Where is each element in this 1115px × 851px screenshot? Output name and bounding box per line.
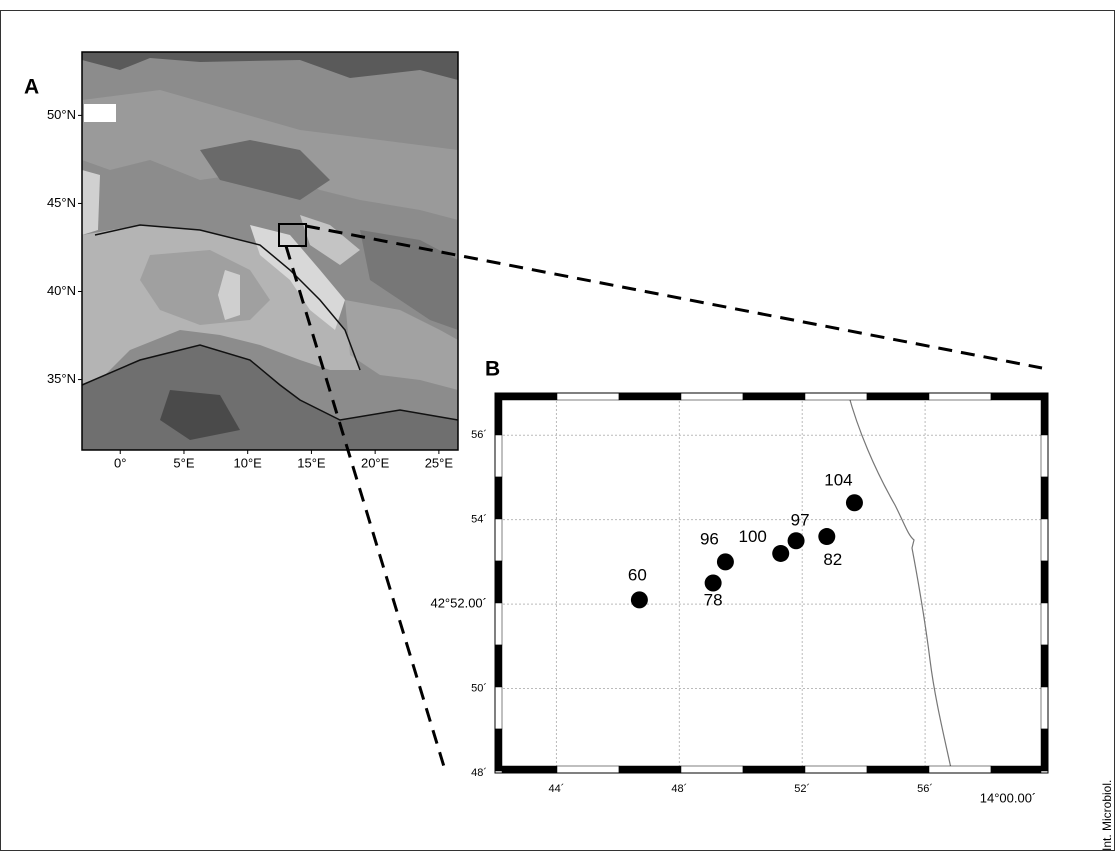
frame-segment xyxy=(681,393,743,400)
frame-segment xyxy=(495,435,502,477)
frame-segment xyxy=(557,766,619,773)
station-label: 60 xyxy=(628,565,647,584)
frame-segment xyxy=(743,393,805,400)
station-label: 97 xyxy=(791,510,810,529)
x-tick-label: 52´ xyxy=(794,783,810,795)
frame-segment xyxy=(743,766,805,773)
frame-segment xyxy=(1041,645,1048,687)
x-tick-label: 0° xyxy=(114,455,126,470)
frame-segment xyxy=(495,393,502,435)
map-a xyxy=(82,52,458,450)
frame-segment xyxy=(495,561,502,603)
x-tick-label: 15°E xyxy=(297,455,326,470)
figure: A B Int. Microbiol. 0° 5°E 10°E 15°E 20°E 25°… xyxy=(0,0,1115,851)
frame-segment xyxy=(867,766,929,773)
station xyxy=(631,591,648,608)
x-tick-label: 48´ xyxy=(671,783,687,795)
frame-segment xyxy=(619,766,681,773)
frame-segment xyxy=(1041,519,1048,561)
frame-segment xyxy=(495,477,502,519)
frame-segment xyxy=(991,393,1048,400)
x-tick-label: 20°E xyxy=(361,455,390,470)
frame-segment xyxy=(929,393,991,400)
frame-segment xyxy=(495,519,502,561)
source-note: Int. Microbiol. xyxy=(1100,780,1114,851)
frame-segment xyxy=(495,729,502,771)
x-tick-label: 56´ xyxy=(917,783,933,795)
panel-label: A xyxy=(24,76,39,99)
frame-segment xyxy=(495,766,557,773)
x-tick-label: 44´ xyxy=(548,783,564,795)
frame-segment xyxy=(557,393,619,400)
frame-segment xyxy=(929,766,991,773)
station xyxy=(818,528,835,545)
station xyxy=(772,545,789,562)
panel-label: B xyxy=(485,358,500,381)
x-tick-label: 10°E xyxy=(234,455,263,470)
frame-segment xyxy=(495,645,502,687)
map-b xyxy=(495,393,1048,773)
frame-segment xyxy=(681,766,743,773)
station-label: 104 xyxy=(824,470,852,489)
y-tick-label: 50°N xyxy=(47,107,76,122)
x-tick-label: 5°E xyxy=(173,455,194,470)
frame-segment xyxy=(619,393,681,400)
station-label: 78 xyxy=(704,590,723,609)
frame-segment xyxy=(1041,729,1048,771)
station xyxy=(717,553,734,570)
frame-segment xyxy=(1041,687,1048,729)
y-tick-label: 35°N xyxy=(47,371,76,386)
frame-segment xyxy=(1041,393,1048,435)
y-tick-label: 42°52.00´ xyxy=(430,596,487,611)
x-tick-label: 14°00.00´ xyxy=(980,790,1037,805)
frame-segment xyxy=(495,603,502,645)
frame-segment xyxy=(805,766,867,773)
station-label: 82 xyxy=(823,550,842,569)
station-label: 96 xyxy=(700,529,719,548)
y-tick-label: 48´ xyxy=(471,767,487,779)
frame-segment xyxy=(495,393,557,400)
y-tick-label: 45°N xyxy=(47,195,76,210)
station-label: 100 xyxy=(739,527,767,546)
y-tick-label: 40°N xyxy=(47,283,76,298)
frame-segment xyxy=(805,393,867,400)
frame-segment xyxy=(1041,477,1048,519)
y-tick-label: 56´ xyxy=(471,429,487,441)
frame-segment xyxy=(1041,435,1048,477)
frame-segment xyxy=(495,687,502,729)
frame-segment xyxy=(991,766,1048,773)
station xyxy=(788,532,805,549)
frame-segment xyxy=(1041,561,1048,603)
y-tick-label: 50´ xyxy=(471,682,487,694)
station xyxy=(705,575,722,592)
station xyxy=(846,494,863,511)
x-tick-label: 25°E xyxy=(425,455,454,470)
frame-segment xyxy=(867,393,929,400)
frame-segment xyxy=(1041,603,1048,645)
y-tick-label: 54´ xyxy=(471,514,487,526)
